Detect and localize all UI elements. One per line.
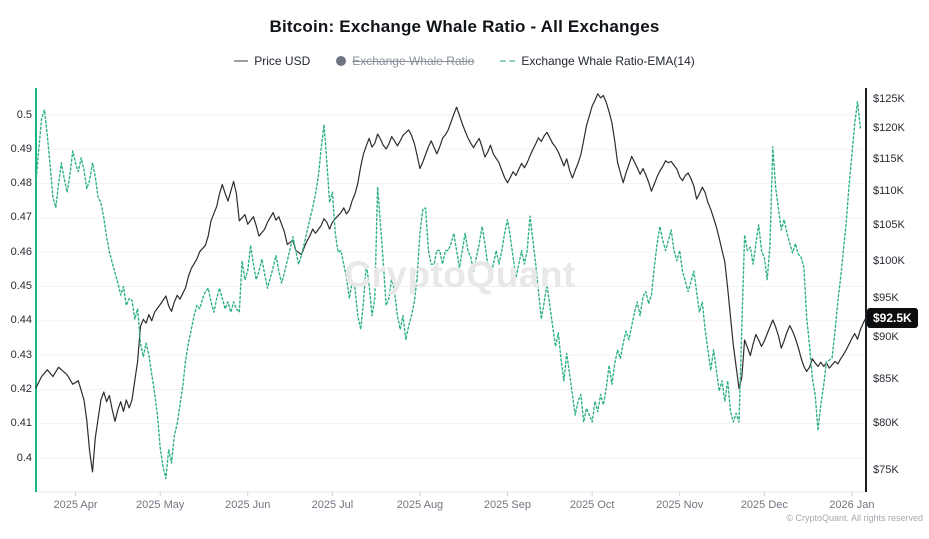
right-axis-tick-label: $105K bbox=[873, 219, 905, 232]
right-axis-tick-label: $115K bbox=[873, 153, 904, 166]
right-axis-tick-label: $85K bbox=[873, 372, 899, 385]
ema-dashed-line-icon bbox=[500, 60, 516, 62]
left-axis-tick-label: 0.44 bbox=[10, 314, 32, 327]
right-axis-tick-label: $120K bbox=[873, 122, 905, 135]
x-axis-month-label: 2025 Oct bbox=[569, 499, 615, 511]
x-axis-month-label: 2025 May bbox=[136, 499, 185, 511]
right-axis-tick-label: $100K bbox=[873, 254, 905, 267]
legend-label-whale-ratio-ema: Exchange Whale Ratio-EMA(14) bbox=[521, 54, 695, 68]
chart-legend: Price USD Exchange Whale Ratio Exchange … bbox=[0, 54, 929, 68]
copyright-notice: © CryptoQuant. All rights reserved bbox=[786, 513, 923, 523]
right-axis-tick-label: $95K bbox=[873, 291, 899, 304]
left-axis-tick-label: 0.48 bbox=[10, 177, 32, 190]
x-axis-month-label: 2025 Jul bbox=[311, 499, 354, 511]
right-axis-tick-label: $90K bbox=[873, 331, 899, 344]
right-axis-tick-label: $80K bbox=[873, 416, 899, 429]
left-axis-tick-label: 0.4 bbox=[16, 451, 32, 464]
legend-item-exchange-whale-ratio[interactable]: Exchange Whale Ratio bbox=[336, 54, 474, 68]
legend-label-price-usd: Price USD bbox=[254, 54, 311, 68]
left-axis-tick-label: 0.42 bbox=[10, 382, 32, 395]
x-axis-month-label: 2025 Dec bbox=[740, 499, 788, 511]
left-axis-tick-label: 0.5 bbox=[16, 108, 32, 121]
x-axis-month-label: 2025 Jun bbox=[225, 499, 271, 511]
whale-ratio-circle-icon bbox=[336, 56, 347, 66]
left-axis-tick-label: 0.49 bbox=[10, 142, 32, 155]
left-axis-tick-label: 0.47 bbox=[10, 211, 32, 224]
left-axis-tick-label: 0.43 bbox=[10, 348, 32, 361]
chart-title: Bitcoin: Exchange Whale Ratio - All Exch… bbox=[269, 17, 660, 36]
x-axis-month-label: 2025 Sep bbox=[483, 499, 531, 511]
series-whale-ratio-ema bbox=[35, 101, 862, 480]
right-axis-tick-label: $110K bbox=[873, 185, 904, 198]
x-axis-month-label: 2025 Apr bbox=[53, 499, 98, 511]
left-axis-tick-label: 0.46 bbox=[10, 245, 32, 258]
x-axis-month-label: 2026 Jan bbox=[829, 499, 875, 511]
right-axis-tick-label: $125K bbox=[873, 92, 905, 105]
right-axis-tick-label: $75K bbox=[873, 463, 899, 476]
left-axis-tick-label: 0.41 bbox=[10, 417, 32, 430]
current-price-badge: $92.5K bbox=[867, 307, 918, 328]
x-axis-month-label: 2025 Aug bbox=[396, 499, 444, 511]
left-axis-tick-label: 0.45 bbox=[10, 280, 32, 292]
legend-label-exchange-whale-ratio: Exchange Whale Ratio bbox=[352, 54, 475, 68]
legend-item-price-usd[interactable]: Price USD bbox=[234, 54, 310, 68]
x-axis-month-label: 2025 Nov bbox=[656, 499, 704, 511]
price-line-icon bbox=[234, 60, 249, 62]
legend-item-whale-ratio-ema[interactable]: Exchange Whale Ratio-EMA(14) bbox=[500, 54, 695, 68]
series-price-usd bbox=[35, 93, 867, 473]
